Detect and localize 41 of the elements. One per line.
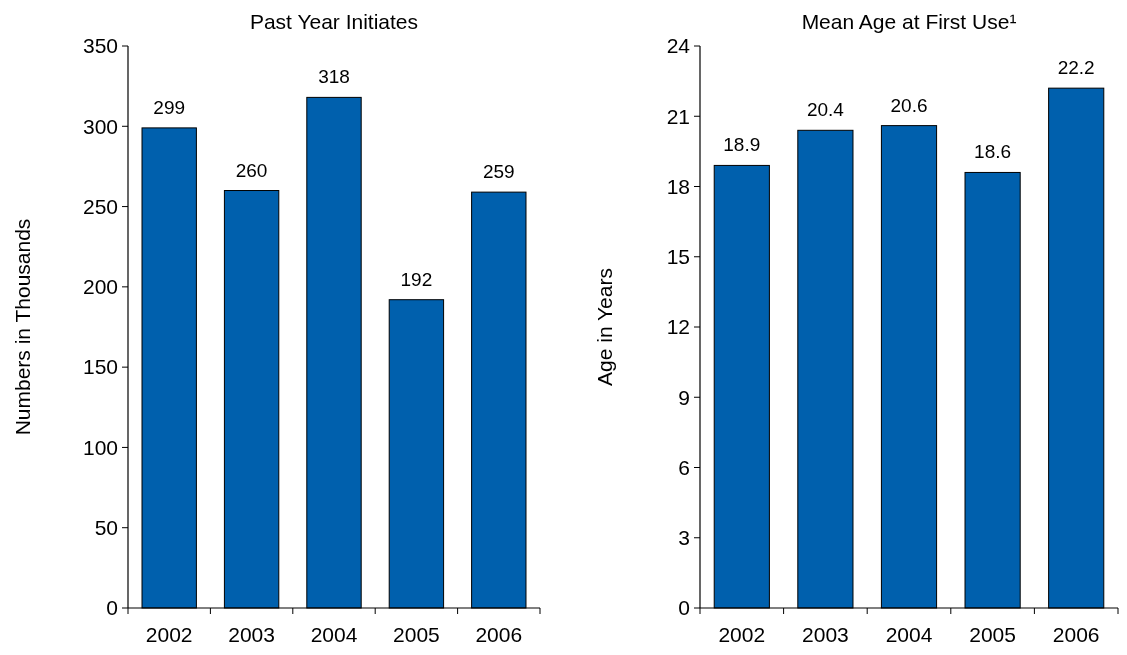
chart-title: Mean Age at First Use¹: [801, 10, 1017, 33]
data-label: 192: [400, 268, 433, 290]
y-tick-label: 9: [678, 385, 690, 409]
data-label: 299: [153, 96, 186, 118]
data-label: 259: [482, 161, 515, 183]
y-tick-label: 15: [666, 245, 690, 269]
y-tick-label: 24: [666, 34, 691, 58]
y-tick-label: 100: [82, 435, 118, 459]
x-tick-label: 2003: [802, 623, 849, 646]
data-label: 20.6: [890, 94, 928, 116]
x-tick-label: 2004: [310, 623, 358, 646]
x-tick-label: 2006: [1052, 623, 1100, 646]
x-tick-label: 2002: [145, 623, 193, 646]
y-axis-title: Age in Years: [593, 268, 616, 386]
x-tick-label: 2003: [228, 623, 275, 646]
chart-title: Past Year Initiates: [249, 10, 419, 33]
y-tick-label: 12: [666, 315, 690, 339]
data-label: 22.2: [1057, 57, 1095, 79]
y-tick-label: 300: [82, 114, 118, 138]
y-tick-label: 0: [106, 596, 118, 620]
y-axis-title: Numbers in Thousands: [11, 218, 34, 436]
y-tick-label: 3: [678, 526, 690, 550]
data-label: 20.4: [806, 99, 845, 121]
y-tick-label: 0: [678, 596, 690, 620]
data-label: 318: [318, 66, 350, 88]
x-tick-label: 2005: [393, 623, 440, 646]
x-tick-label: 2005: [969, 623, 1016, 646]
y-tick-label: 200: [82, 275, 118, 299]
y-tick-label: 21: [666, 104, 690, 128]
y-tick-label: 150: [82, 355, 118, 379]
data-label: 260: [235, 159, 268, 181]
y-tick-label: 50: [94, 516, 118, 540]
x-tick-label: 2004: [885, 623, 933, 646]
x-tick-label: 2002: [718, 623, 766, 646]
y-tick-label: 6: [678, 455, 690, 479]
y-tick-label: 250: [82, 194, 118, 218]
x-tick-label: 2006: [475, 623, 523, 646]
data-label: 18.9: [723, 134, 761, 156]
y-tick-label: 18: [666, 174, 690, 198]
y-tick-label: 350: [82, 34, 118, 58]
data-label: 18.6: [974, 141, 1012, 163]
